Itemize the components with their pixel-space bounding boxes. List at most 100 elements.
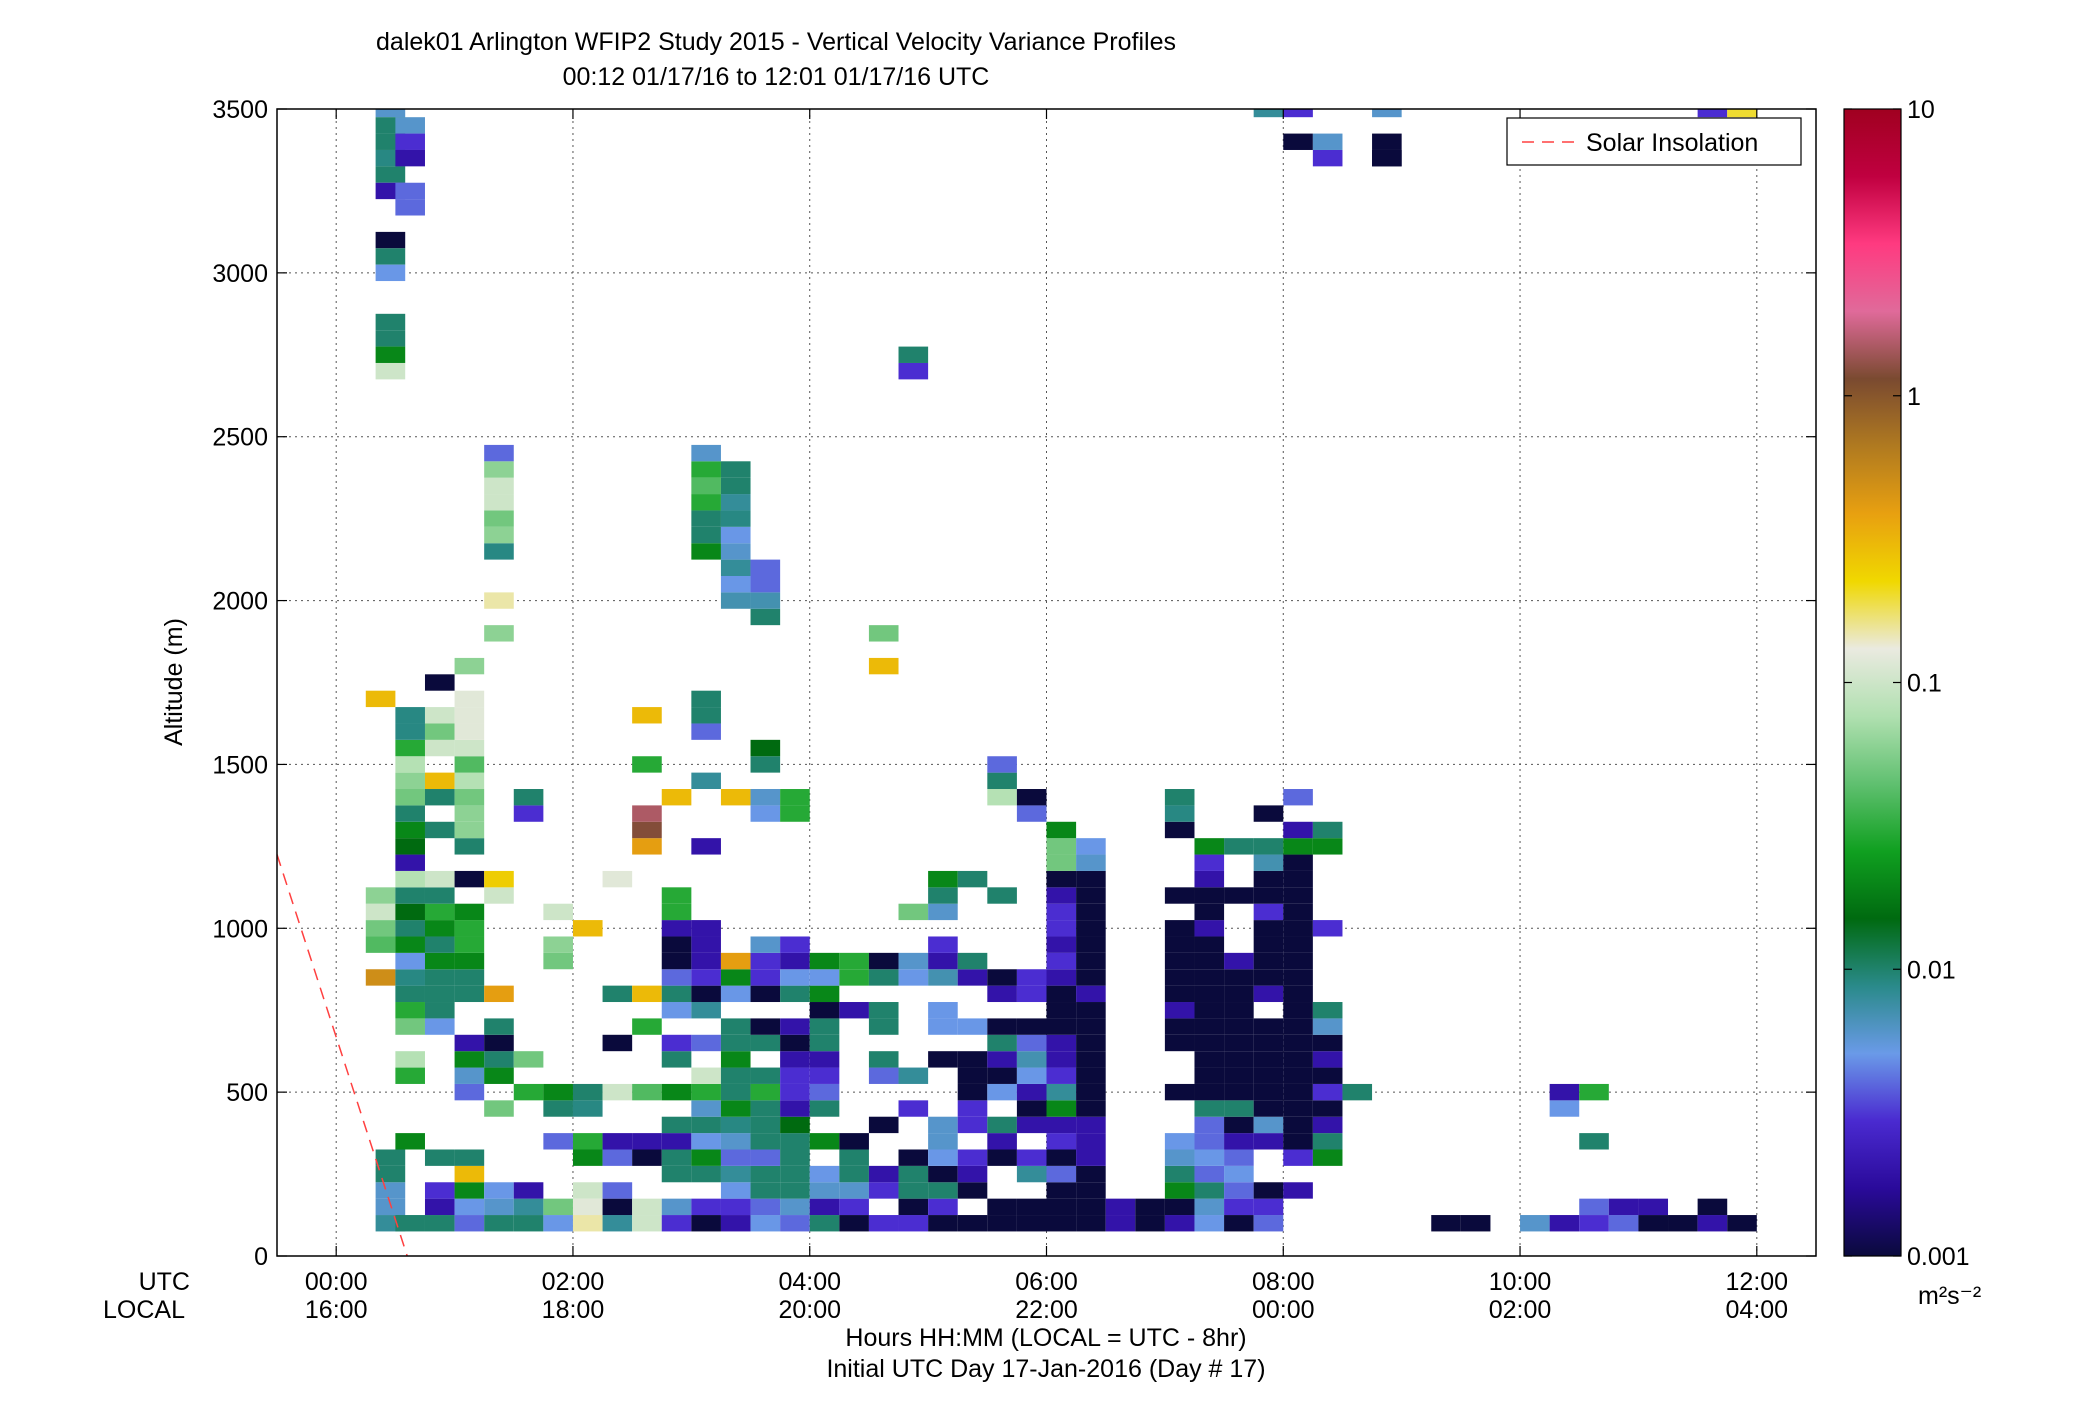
variance-cell xyxy=(424,887,455,904)
variance-cell xyxy=(1520,1215,1550,1232)
variance-cell xyxy=(898,969,929,986)
variance-cell xyxy=(375,330,406,347)
variance-cell xyxy=(1164,1133,1195,1150)
variance-cell xyxy=(395,1051,425,1068)
variance-cell xyxy=(395,1018,425,1035)
variance-cell xyxy=(868,625,899,642)
variance-cell xyxy=(720,789,751,806)
variance-cell xyxy=(780,985,810,1003)
variance-cell xyxy=(750,1133,781,1150)
variance-cell xyxy=(809,969,840,986)
variance-cell xyxy=(928,936,958,953)
variance-cell xyxy=(513,1198,544,1216)
variance-cell xyxy=(750,1083,781,1101)
variance-cell xyxy=(750,1215,781,1232)
variance-cell xyxy=(1016,805,1047,822)
variance-cell xyxy=(661,1116,692,1134)
variance-cell xyxy=(1076,854,1106,871)
variance-cell xyxy=(1549,1100,1580,1117)
variance-cell xyxy=(691,477,721,495)
variance-cell xyxy=(632,985,662,1003)
variance-cell xyxy=(1283,789,1313,806)
variance-cell xyxy=(1253,936,1284,953)
variance-cell xyxy=(809,952,840,970)
variance-cell xyxy=(484,1100,514,1117)
variance-cell xyxy=(750,1034,781,1052)
variance-cell xyxy=(454,936,485,953)
variance-cell xyxy=(661,1034,692,1052)
variance-cell xyxy=(1016,1067,1047,1084)
x-tick-label-utc: 02:00 xyxy=(542,1268,605,1296)
variance-cell xyxy=(809,1051,840,1068)
variance-cell xyxy=(602,1149,633,1166)
variance-cell xyxy=(720,559,751,576)
variance-cell xyxy=(1016,1034,1047,1052)
variance-cell xyxy=(1638,1215,1669,1232)
variance-cell xyxy=(1076,1198,1106,1216)
variance-cell xyxy=(1016,1165,1047,1183)
variance-cell xyxy=(928,969,958,986)
variance-cell xyxy=(1253,985,1284,1003)
variance-cell xyxy=(395,149,425,167)
variance-cell xyxy=(868,952,899,970)
variance-cell xyxy=(868,1018,899,1035)
variance-cell xyxy=(957,1083,988,1101)
variance-cell xyxy=(780,805,810,822)
variance-cell xyxy=(1076,1182,1106,1199)
variance-cell xyxy=(395,789,425,806)
variance-cell xyxy=(1164,789,1195,806)
variance-cell xyxy=(1224,1198,1254,1216)
variance-cell xyxy=(809,1165,840,1183)
variance-cell xyxy=(1164,1182,1195,1199)
variance-cell xyxy=(513,1182,544,1199)
variance-cell xyxy=(1194,1215,1225,1232)
variance-cell xyxy=(1046,1149,1077,1166)
variance-cell xyxy=(1372,133,1402,150)
variance-cell xyxy=(691,936,721,953)
variance-cell xyxy=(454,1051,485,1068)
variance-cell xyxy=(1076,1083,1106,1101)
variance-cell xyxy=(868,969,899,986)
variance-cell xyxy=(395,1067,425,1084)
variance-cell xyxy=(1046,1100,1077,1117)
variance-cell xyxy=(720,1018,751,1035)
variance-cell xyxy=(1460,1215,1491,1232)
variance-cell xyxy=(484,870,514,888)
variance-cell xyxy=(868,1182,899,1199)
x-tick-label-utc: 10:00 xyxy=(1489,1268,1552,1296)
variance-cell xyxy=(454,985,485,1003)
variance-cell xyxy=(1283,1133,1313,1150)
variance-cell xyxy=(1253,920,1284,937)
variance-cell xyxy=(720,477,751,495)
variance-cell xyxy=(1046,821,1077,839)
variance-cell xyxy=(484,1198,514,1216)
variance-cell xyxy=(632,1083,662,1101)
variance-cell xyxy=(898,1149,929,1166)
variance-cell xyxy=(1194,1034,1225,1052)
variance-cell xyxy=(365,887,396,904)
variance-cell xyxy=(395,182,425,200)
variance-cell xyxy=(928,1215,958,1232)
variance-cell xyxy=(1076,1100,1106,1117)
chart-title: dalek01 Arlington WFIP2 Study 2015 - Ver… xyxy=(376,28,1176,56)
variance-cell xyxy=(957,1182,988,1199)
variance-cell xyxy=(1283,903,1313,921)
variance-cell xyxy=(1638,1198,1669,1216)
variance-cell xyxy=(1135,1198,1165,1216)
variance-cell xyxy=(928,1198,958,1216)
variance-cell xyxy=(987,1149,1017,1166)
variance-cell xyxy=(1076,1018,1106,1035)
variance-cell xyxy=(928,1018,958,1035)
variance-cell xyxy=(1194,1198,1225,1216)
variance-cell xyxy=(454,690,485,708)
variance-cell xyxy=(898,346,929,363)
x-tick-label-local: 18:00 xyxy=(542,1296,605,1324)
x-axis-label: Hours HH:MM (LOCAL = UTC - 8hr) xyxy=(845,1324,1246,1352)
variance-cell xyxy=(454,707,485,724)
variance-cell xyxy=(395,920,425,937)
variance-cell xyxy=(1194,1067,1225,1084)
variance-cell xyxy=(691,1149,721,1166)
variance-cell xyxy=(543,1100,573,1117)
variance-cell xyxy=(1283,1083,1313,1101)
variance-cell xyxy=(1076,1067,1106,1084)
